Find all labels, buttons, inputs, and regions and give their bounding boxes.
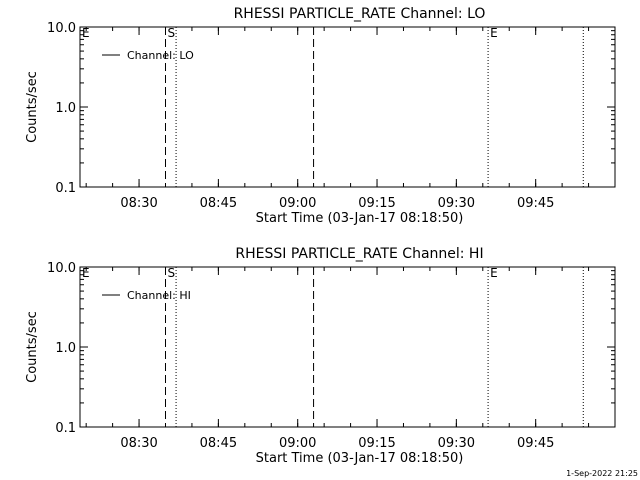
chart-title: RHESSI PARTICLE_RATE Channel: HI xyxy=(235,246,483,262)
x-tick-label: 09:45 xyxy=(517,436,554,451)
x-tick-label: 09:45 xyxy=(517,196,554,211)
legend-label: Channel: LO xyxy=(127,49,194,62)
marker-label: E xyxy=(490,266,498,280)
legend-label: Channel: HI xyxy=(127,289,191,302)
x-tick-label: 08:45 xyxy=(200,436,237,451)
y-axis-label: Counts/sec xyxy=(25,311,40,383)
marker-label: S xyxy=(167,26,175,40)
marker-label: E xyxy=(82,266,90,280)
y-tick-label: 10.0 xyxy=(47,21,76,36)
chart-title: RHESSI PARTICLE_RATE Channel: LO xyxy=(234,6,486,22)
marker-label: E xyxy=(82,26,90,40)
footer-timestamp: 1-Sep-2022 21:25 xyxy=(566,469,638,478)
x-tick-label: 09:30 xyxy=(438,196,475,211)
x-tick-label: 09:30 xyxy=(438,436,475,451)
y-tick-label: 1.0 xyxy=(55,341,76,356)
marker-label: S xyxy=(167,266,175,280)
x-tick-label: 08:45 xyxy=(200,196,237,211)
x-tick-label: 08:30 xyxy=(120,196,157,211)
y-tick-label: 0.1 xyxy=(55,421,76,436)
x-axis-label: Start Time (03-Jan-17 08:18:50) xyxy=(256,211,464,226)
x-tick-label: 09:00 xyxy=(279,436,316,451)
y-tick-label: 0.1 xyxy=(55,181,76,196)
y-axis-label: Counts/sec xyxy=(25,71,40,143)
x-tick-label: 09:15 xyxy=(358,196,395,211)
x-tick-label: 09:15 xyxy=(358,436,395,451)
y-tick-label: 1.0 xyxy=(55,101,76,116)
x-tick-label: 09:00 xyxy=(279,196,316,211)
x-axis-label: Start Time (03-Jan-17 08:18:50) xyxy=(256,451,464,466)
y-tick-label: 10.0 xyxy=(47,261,76,276)
marker-label: E xyxy=(490,26,498,40)
x-tick-label: 08:30 xyxy=(120,436,157,451)
